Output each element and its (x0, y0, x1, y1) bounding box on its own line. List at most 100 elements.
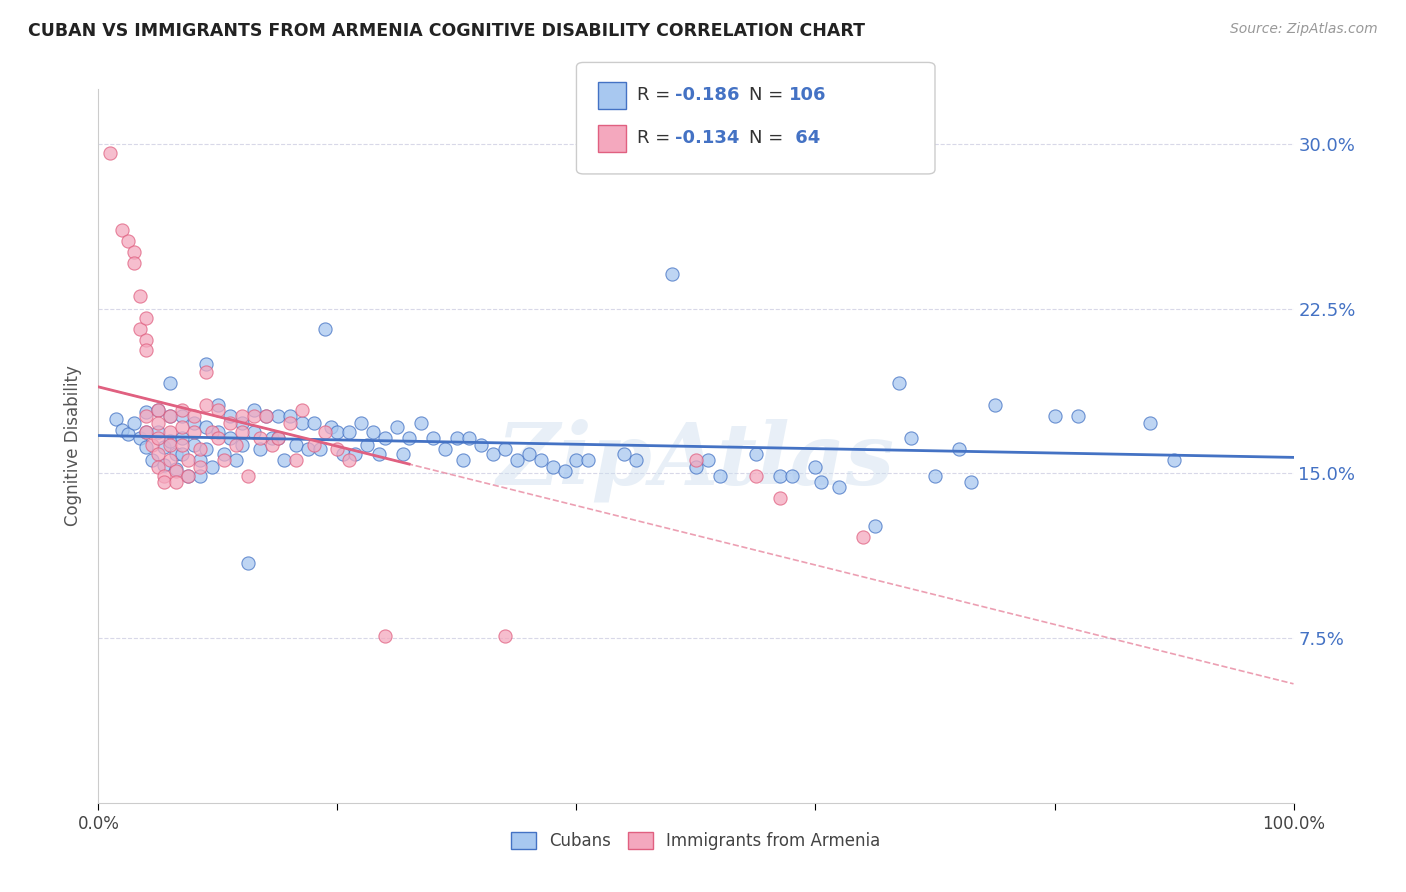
Point (117, 426, 139, 441)
Point (124, 244, 146, 259)
Point (148, 447, 170, 461)
Point (183, 409, 205, 424)
Point (697, 453, 720, 467)
Point (159, 438, 181, 452)
Point (177, 468, 200, 483)
Point (326, 442, 349, 457)
Point (231, 425, 253, 439)
Text: Source: ZipAtlas.com: Source: ZipAtlas.com (1230, 22, 1378, 37)
Point (470, 438, 492, 452)
Point (172, 409, 194, 424)
Point (1043, 409, 1066, 424)
Legend: Cubans, Immigrants from Armenia: Cubans, Immigrants from Armenia (503, 824, 889, 859)
Point (219, 416, 242, 430)
Point (254, 409, 277, 424)
Point (135, 425, 157, 439)
Point (494, 629, 516, 643)
Point (273, 453, 295, 467)
Point (153, 468, 176, 483)
Point (339, 453, 361, 467)
Point (243, 425, 266, 439)
Point (195, 366, 218, 380)
Point (613, 447, 636, 461)
Point (124, 416, 146, 430)
Point (249, 442, 271, 457)
Point (249, 431, 271, 445)
Point (254, 409, 277, 424)
Point (852, 530, 875, 544)
Point (900, 431, 922, 445)
Point (188, 442, 211, 457)
Point (481, 447, 505, 461)
Point (243, 402, 266, 417)
Point (422, 431, 444, 445)
Point (350, 416, 373, 430)
Point (924, 468, 946, 483)
Text: R =: R = (637, 87, 676, 104)
Point (267, 409, 290, 424)
Point (458, 431, 481, 445)
Point (159, 453, 181, 467)
Point (111, 423, 134, 437)
Point (148, 402, 170, 417)
Text: 106: 106 (789, 87, 827, 104)
Point (201, 425, 224, 439)
Point (165, 462, 187, 476)
Point (172, 420, 194, 434)
Point (117, 234, 139, 248)
Point (291, 402, 314, 417)
Point (177, 468, 200, 483)
Point (278, 416, 301, 430)
Point (201, 459, 224, 474)
Point (392, 447, 415, 461)
Point (177, 453, 200, 467)
Point (434, 442, 457, 457)
Point (948, 442, 970, 457)
Point (207, 398, 229, 412)
Point (291, 416, 314, 430)
Point (284, 453, 307, 467)
Point (709, 468, 731, 483)
Point (212, 447, 235, 461)
Point (960, 475, 983, 490)
Point (768, 468, 790, 483)
Text: R =: R = (637, 129, 676, 147)
Point (183, 416, 205, 430)
Point (148, 402, 170, 417)
Point (159, 376, 181, 391)
Point (356, 438, 378, 452)
Point (267, 431, 290, 445)
Point (148, 431, 170, 445)
Point (297, 442, 319, 457)
Point (398, 431, 420, 445)
Point (231, 416, 253, 430)
Text: CUBAN VS IMMIGRANTS FROM ARMENIA COGNITIVE DISABILITY CORRELATION CHART: CUBAN VS IMMIGRANTS FROM ARMENIA COGNITI… (28, 22, 865, 40)
Point (284, 438, 307, 452)
Point (267, 431, 290, 445)
Point (278, 409, 301, 424)
Point (810, 475, 832, 490)
Text: ZipAtlas: ZipAtlas (496, 418, 896, 502)
Point (260, 438, 283, 452)
Point (141, 453, 163, 467)
Point (111, 223, 134, 237)
Point (1067, 409, 1090, 424)
Point (148, 459, 170, 474)
Point (153, 475, 176, 490)
Point (195, 420, 218, 434)
Point (363, 425, 385, 439)
Point (148, 416, 170, 430)
Point (374, 629, 396, 643)
Point (188, 459, 211, 474)
Point (172, 447, 194, 461)
Point (159, 409, 181, 424)
Point (517, 447, 540, 461)
Point (135, 405, 157, 419)
Point (172, 402, 194, 417)
Point (135, 440, 157, 454)
Point (212, 453, 235, 467)
Point (129, 431, 152, 445)
Point (188, 453, 211, 467)
Point (141, 438, 163, 452)
Point (153, 440, 176, 454)
